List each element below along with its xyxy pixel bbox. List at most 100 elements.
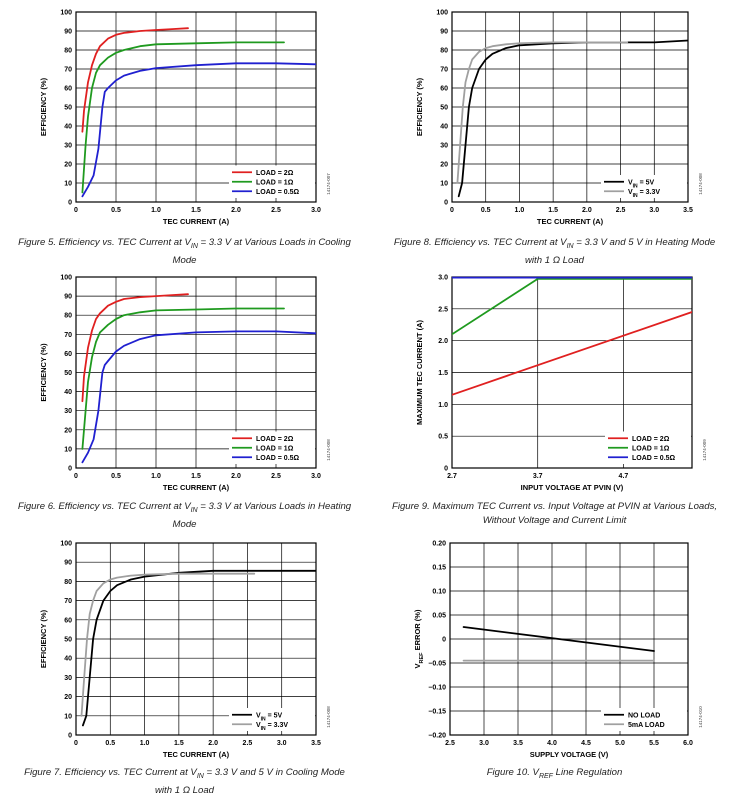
y-tick-label: 100 [60,541,72,548]
y-tick-label: 60 [64,617,72,624]
series-lines [81,27,316,198]
legend: NO LOAD 5mA LOAD [601,708,687,731]
caption-line: Figure 9. Maximum TEC Current vs. Input … [391,501,718,512]
caption-line: Mode [172,518,197,530]
x-tick-label: 2.5 [271,207,281,214]
figure-caption: Figure 6. Efficiency vs. TEC Current at … [0,500,369,532]
y-tick-label: 0.15 [432,565,446,572]
legend-label: LOAD = 1Ω [256,445,294,452]
legend-label: LOAD = 1Ω [256,179,294,186]
y-tick-label: 70 [64,67,72,74]
y-tick-label: −0.10 [428,685,446,692]
x-axis-label: TEC CURRENT (A) [163,217,230,226]
series-line-1 [452,311,692,396]
y-tick-label: 1.5 [438,370,448,377]
legend: LOAD = 2Ω LOAD = 1Ω LOAD = 0.5Ω [605,431,691,464]
x-tick-label: 0.5 [111,473,121,480]
figure-caption: Figure 10. VREF Line Regulation [370,766,739,784]
caption-line: Figure 6. Efficiency vs. TEC Current at … [17,501,352,514]
chart-svg: 0 10 20 30 40 50 60 70 80 90 100 0 0.5 1.0 1.5 2.0 2.5 3.… [415,10,703,227]
figure-5-panel: 0 10 20 30 40 50 60 70 80 90 100 0 0.5 1.0 1.5 2.0 2.5 3.… [0,0,369,266]
legend: LOAD = 2Ω LOAD = 1Ω LOAD = 0.5Ω [229,165,315,198]
y-tick-label: 90 [64,29,72,36]
x-tick-label: 0 [74,207,78,214]
x-tick-label: 1.5 [191,473,201,480]
figure-code: 14174-009 [702,439,707,461]
y-tick-label: 0.5 [438,434,448,441]
series-line-3 [81,330,316,464]
x-tick-label: 3.5 [311,740,321,747]
y-tick-label: −0.15 [428,709,446,716]
y-tick-label: 10 [440,181,448,188]
x-tick-label: 4.5 [581,740,591,747]
series-line-1 [457,39,688,198]
x-tick-label: 5.5 [649,740,659,747]
x-tick-label: 3.5 [513,740,523,747]
x-tick-label: 4.0 [547,740,557,747]
y-tick-label: 20 [64,162,72,169]
series-line-2 [80,572,256,717]
y-tick-label: 40 [440,124,448,131]
x-tick-label: 3.0 [649,207,659,214]
figure-8-panel: 0 10 20 30 40 50 60 70 80 90 100 0 0.5 1.0 1.5 2.0 2.5 3.… [370,0,739,266]
y-axis-label: VREF ERROR (%) [413,609,425,668]
y-tick-label: 100 [60,275,72,282]
series-line-3 [81,62,316,198]
y-tick-label: 20 [64,427,72,434]
caption-line: with 1 Ω Load [524,254,585,266]
series-line-2 [81,307,285,450]
x-axis-label: TEC CURRENT (A) [537,217,604,226]
y-tick-label: 90 [64,560,72,567]
y-tick-label: −0.20 [428,733,446,740]
x-tick-label: 3.5 [683,207,693,214]
caption-line: Figure 10. VREF Line Regulation [486,767,623,780]
y-tick-label: 60 [440,86,448,93]
x-tick-label: 3.0 [479,740,489,747]
y-tick-label: −0.05 [428,661,446,668]
y-tick-label: 50 [64,637,72,644]
y-tick-label: 30 [64,143,72,150]
chart-svg: 0 0.5 1.0 1.5 2.0 2.5 3.0 2.7 3.7 4.7 INPUT VOLTAG… [415,275,707,493]
y-tick-label: 70 [64,598,72,605]
series-line-2 [456,41,629,184]
y-tick-label: 0 [444,466,448,473]
y-tick-label: 10 [64,713,72,720]
y-tick-label: 2.0 [438,338,448,345]
legend-label: VIN = 3.3V [628,189,660,199]
y-tick-label: 2.5 [438,306,448,313]
x-axis-label: TEC CURRENT (A) [163,750,230,759]
x-tick-label: 2.7 [447,473,457,480]
y-axis-label: MAXIMUM TEC CURRENT (A) [415,320,424,425]
series-lines [81,293,316,464]
y-tick-label: 100 [60,10,72,17]
figure-caption: Figure 5. Efficiency vs. TEC Current at … [0,236,369,268]
y-axis-label: EFFICIENCY (%) [39,343,48,402]
legend-label: LOAD = 1Ω [632,445,670,452]
y-tick-label: 0 [68,200,72,207]
y-tick-label: 20 [64,694,72,701]
x-tick-label: 1.5 [548,207,558,214]
caption-line: Figure 7. Efficiency vs. TEC Current at … [24,767,345,780]
y-axis-label: EFFICIENCY (%) [415,77,424,136]
chart-svg: 0 10 20 30 40 50 60 70 80 90 100 0 0.5 1.0 1.5 2.0 2.5 3.… [39,10,331,227]
series-line-1 [82,569,316,727]
x-tick-label: 0 [74,740,78,747]
y-tick-label: 40 [64,389,72,396]
plot-frame [75,542,317,736]
x-tick-label: 1.0 [140,740,150,747]
legend: LOAD = 2Ω LOAD = 1Ω LOAD = 0.5Ω [229,431,315,464]
figure-caption: Figure 8. Efficiency vs. TEC Current at … [370,236,739,268]
y-tick-label: 0 [68,466,72,473]
x-tick-label: 2.0 [582,207,592,214]
x-axis-label: SUPPLY VOLTAGE (V) [530,750,609,759]
y-tick-label: 60 [64,351,72,358]
y-tick-label: 70 [440,67,448,74]
legend-label: VIN = 5V [628,179,655,189]
x-tick-label: 2.0 [231,473,241,480]
x-tick-label: 2.5 [271,473,281,480]
x-tick-label: 5.0 [615,740,625,747]
series-line-2 [452,277,692,336]
y-tick-label: 0 [444,200,448,207]
legend-label: LOAD = 0.5Ω [632,455,676,462]
